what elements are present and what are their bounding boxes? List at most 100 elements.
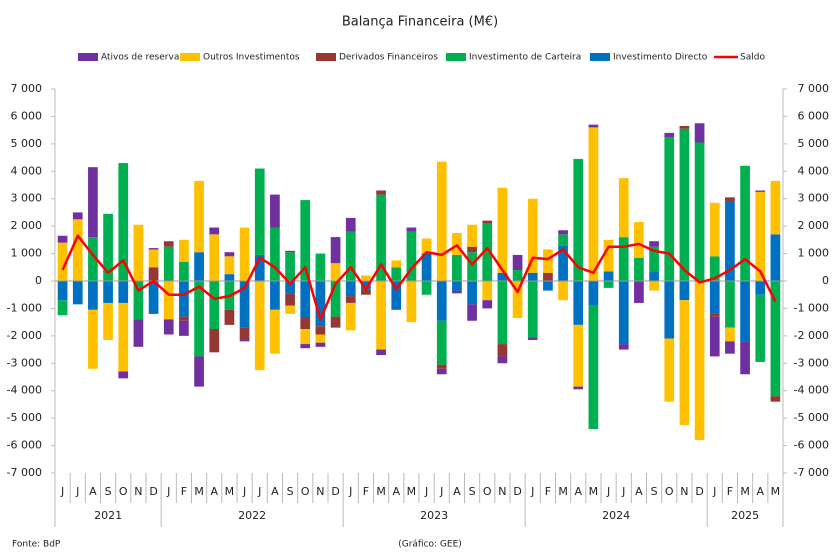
bar-segment <box>391 267 402 281</box>
x-tick-label: M <box>407 485 417 498</box>
bar-segment <box>755 281 766 295</box>
bar-segment <box>725 341 735 354</box>
x-tick-label: N <box>316 485 324 498</box>
y2-tick-label: -1 000 <box>794 301 829 314</box>
bar-segment <box>285 252 295 281</box>
y-tick-label: -2 000 <box>7 329 42 342</box>
bar-segment <box>421 238 432 254</box>
bar-segment <box>285 250 295 253</box>
bar-segment <box>376 190 386 195</box>
bar-segment <box>239 227 250 281</box>
bar-segment <box>436 281 447 321</box>
bar-segment <box>300 344 311 349</box>
bar-segment <box>467 246 477 253</box>
y2-tick-label: 0 <box>822 274 829 287</box>
bar-segment <box>300 200 311 281</box>
bar-segment <box>603 239 614 272</box>
bar-segment <box>330 316 341 328</box>
bar-segment <box>497 272 508 281</box>
x-tick-label: J <box>424 485 428 498</box>
bar-segment <box>588 127 599 282</box>
year-label: 2021 <box>94 509 122 522</box>
y2-tick-label: 2 000 <box>798 219 830 232</box>
bar-segment <box>179 261 189 281</box>
x-tick-label: J <box>166 485 170 498</box>
x-tick-label: A <box>635 485 643 498</box>
bar-segment <box>254 254 265 281</box>
bar-segment <box>209 329 220 353</box>
bar-segment <box>163 241 174 247</box>
bar-segment <box>103 213 113 281</box>
legend-label: Saldo <box>740 53 765 63</box>
y-tick-label: 2 000 <box>11 219 43 232</box>
bar-segment <box>543 249 553 273</box>
bar-segment <box>709 313 720 317</box>
x-tick-label: A <box>574 485 582 498</box>
bar-segment <box>103 281 113 303</box>
bar-segment <box>194 281 204 357</box>
x-tick-label: A <box>89 485 97 498</box>
legend-label: Outros Investimentos <box>203 53 300 63</box>
bar-segment <box>57 281 68 301</box>
bar-segment <box>254 168 265 255</box>
bar-segment <box>512 270 523 281</box>
bar-segment <box>103 302 113 340</box>
bar-segment <box>755 191 766 281</box>
x-tick-label: M <box>771 485 781 498</box>
bar-segment <box>330 263 341 281</box>
bar-segment <box>436 364 447 369</box>
bar-segment <box>163 281 174 320</box>
bar-segment <box>452 233 462 255</box>
legend-label: Derivados Financeiros <box>339 53 438 63</box>
x-tick-label: F <box>727 485 733 498</box>
bar-segment <box>57 235 68 243</box>
bar-segment <box>558 281 568 301</box>
bar-segment <box>436 161 447 281</box>
x-tick-label: M <box>225 485 235 498</box>
credit-note: (Gráfico: GEE) <box>398 540 462 550</box>
x-tick-label: J <box>60 485 64 498</box>
x-tick-label: S <box>105 485 112 498</box>
bar-segment <box>57 242 68 281</box>
bar-segment <box>467 281 477 305</box>
y-tick-label: 6 000 <box>11 109 43 122</box>
bar-segment <box>649 241 659 247</box>
bar-segment <box>391 281 402 310</box>
bar-segment <box>270 194 280 228</box>
bar-segment <box>88 281 98 310</box>
bar-segment <box>512 281 523 319</box>
bar-segment <box>709 316 720 357</box>
source-note: Fonte: BdP <box>12 540 61 550</box>
bar-segment <box>452 281 462 291</box>
bar-segment <box>315 281 326 327</box>
bar-segment <box>694 123 705 143</box>
year-label: 2023 <box>420 509 448 522</box>
x-tick-label: J <box>75 485 79 498</box>
bar-segment <box>270 281 280 310</box>
x-tick-label: A <box>210 485 218 498</box>
bar-segment <box>376 194 386 281</box>
x-tick-label: O <box>301 485 310 498</box>
bar-segment <box>72 219 83 281</box>
bar-segment <box>618 281 629 345</box>
bar-segment <box>406 227 417 232</box>
y2-tick-label: 3 000 <box>798 192 830 205</box>
y2-tick-label: 6 000 <box>798 109 830 122</box>
bar-segment <box>649 271 659 281</box>
bar-segment <box>694 281 705 441</box>
bar-segment <box>558 234 568 246</box>
x-tick-label: F <box>363 485 369 498</box>
bar-segment <box>148 267 159 281</box>
bar-segment <box>649 246 659 272</box>
bar-segment <box>694 142 705 281</box>
x-tick-label: N <box>134 485 142 498</box>
bar-segment <box>603 281 614 288</box>
x-tick-label: J <box>530 485 534 498</box>
bar-segment <box>209 234 220 281</box>
bar-segment <box>179 281 189 317</box>
bar-segment <box>482 223 493 281</box>
bar-segment <box>209 281 220 329</box>
bar-segment <box>330 237 341 264</box>
bar-segment <box>709 281 720 314</box>
y-tick-label: -5 000 <box>7 411 42 424</box>
